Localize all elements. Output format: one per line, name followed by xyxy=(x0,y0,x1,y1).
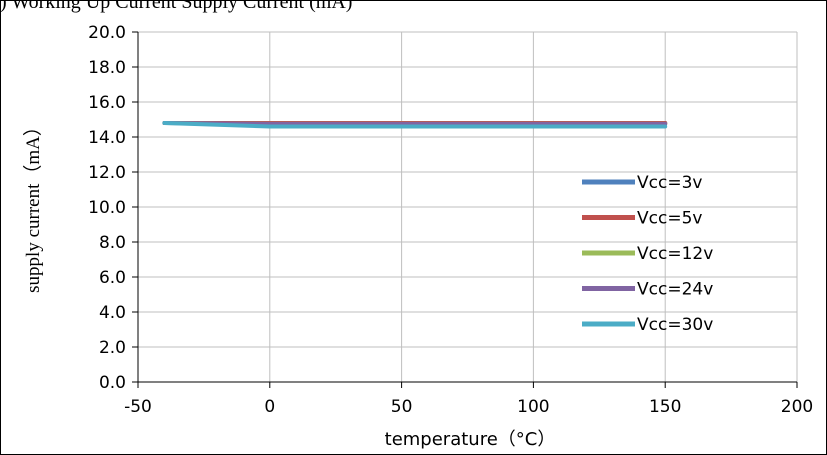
legend-label: Vcc=12v xyxy=(637,244,713,264)
legend-label: Vcc=5v xyxy=(637,209,702,229)
axes: 0.0 2.0 4.0 6.0 8.0 10.0 12.0 14.0 16.0 18.0 20.0 -… xyxy=(88,23,813,417)
x-tick-label: 0 xyxy=(264,397,275,417)
x-tick-label: 150 xyxy=(649,397,681,417)
y-axis-label: supply current（mA） xyxy=(22,117,44,293)
chart-caption-fragment: ) Working Up Current Supply Current (mA) xyxy=(0,0,353,13)
series-line xyxy=(162,121,668,129)
y-tick-label: 16.0 xyxy=(88,93,126,113)
y-tick-label: 0.0 xyxy=(99,373,126,393)
series-lines xyxy=(162,121,668,129)
y-tick-label: 6.0 xyxy=(99,268,126,288)
y-tick-label: 18.0 xyxy=(88,58,126,78)
x-tick-label: 50 xyxy=(391,397,413,417)
y-tick-label: 12.0 xyxy=(88,163,126,183)
legend-label: Vcc=30v xyxy=(637,315,713,335)
y-tick-label: 8.0 xyxy=(99,233,126,253)
grid-lines xyxy=(138,31,798,382)
y-tick-label: 4.0 xyxy=(99,303,126,323)
y-tick-label: 2.0 xyxy=(99,338,126,358)
x-tick-label: 100 xyxy=(517,397,549,417)
x-tick-label: 200 xyxy=(781,397,813,417)
y-tick-label: 14.0 xyxy=(88,128,126,148)
y-tick-label: 20.0 xyxy=(88,23,126,43)
x-tick-label: -50 xyxy=(124,397,152,417)
legend-label: Vcc=3v xyxy=(637,173,702,193)
legend: Vcc=3v Vcc=5v Vcc=12v Vcc=24v Vcc=30v xyxy=(582,173,713,335)
x-axis-label: temperature（°C） xyxy=(385,429,556,450)
legend-label: Vcc=24v xyxy=(637,280,713,300)
y-tick-label: 10.0 xyxy=(88,198,126,218)
